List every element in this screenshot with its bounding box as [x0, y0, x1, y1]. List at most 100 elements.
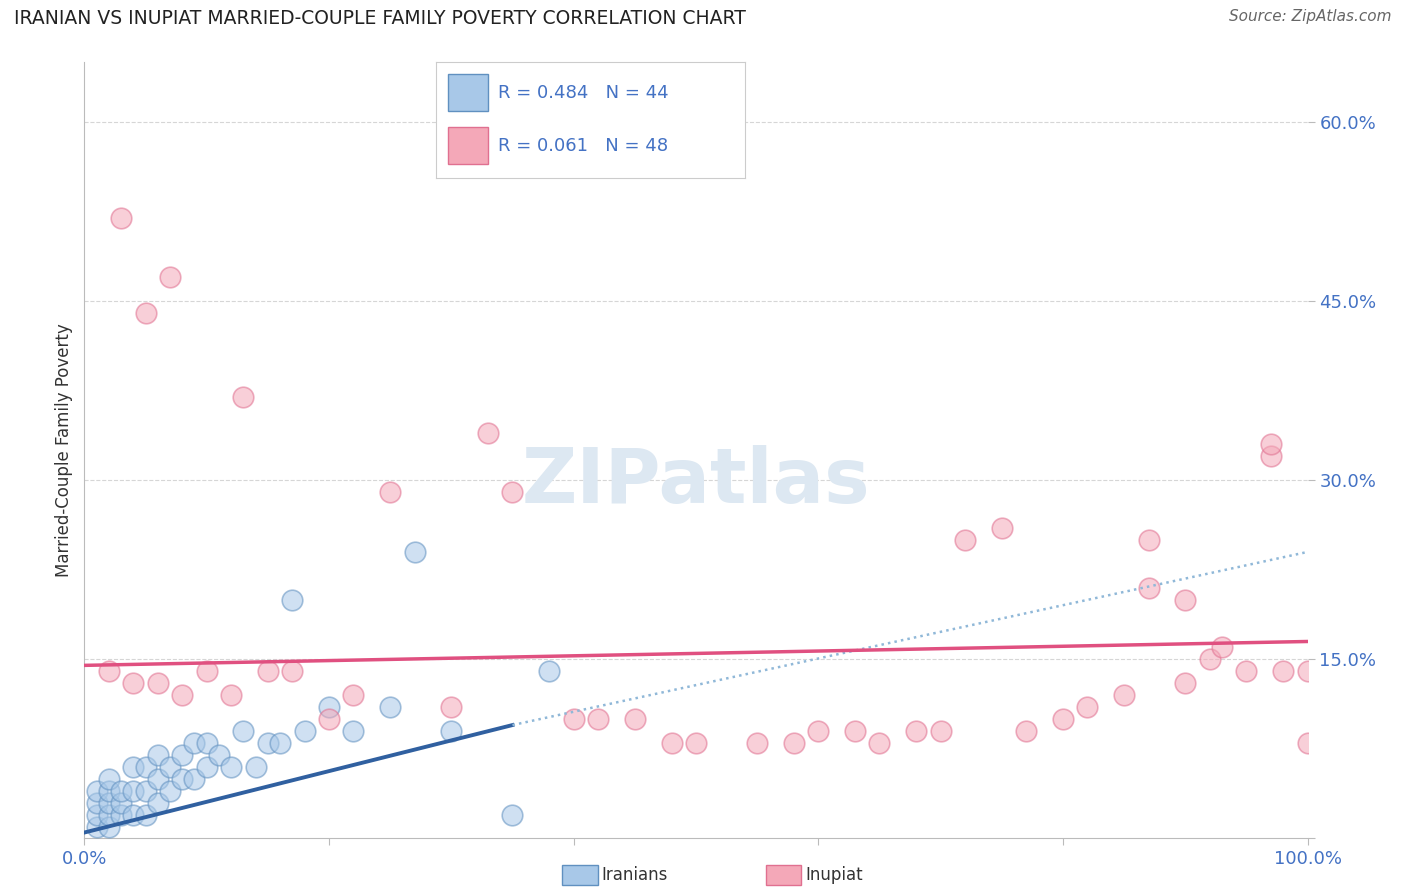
- Point: [991, 521, 1014, 535]
- Point: [294, 724, 316, 739]
- Point: [172, 688, 194, 702]
- Point: [807, 724, 830, 739]
- Point: [1015, 724, 1038, 739]
- FancyBboxPatch shape: [449, 128, 488, 164]
- Point: [86, 807, 108, 822]
- Point: [232, 724, 254, 739]
- Point: [1137, 581, 1160, 595]
- Text: R = 0.484   N = 44: R = 0.484 N = 44: [498, 84, 668, 102]
- Text: IRANIAN VS INUPIAT MARRIED-COUPLE FAMILY POVERTY CORRELATION CHART: IRANIAN VS INUPIAT MARRIED-COUPLE FAMILY…: [14, 9, 747, 28]
- Point: [97, 665, 120, 679]
- Point: [477, 425, 499, 440]
- Y-axis label: Married-Couple Family Poverty: Married-Couple Family Poverty: [55, 324, 73, 577]
- Point: [86, 820, 108, 834]
- FancyBboxPatch shape: [449, 74, 488, 112]
- Point: [232, 390, 254, 404]
- Point: [122, 807, 145, 822]
- Text: Source: ZipAtlas.com: Source: ZipAtlas.com: [1229, 9, 1392, 24]
- Point: [195, 760, 218, 774]
- Point: [86, 796, 108, 810]
- Point: [110, 807, 132, 822]
- Point: [747, 736, 769, 750]
- Text: ZIPatlas: ZIPatlas: [522, 444, 870, 518]
- Point: [195, 665, 218, 679]
- Point: [844, 724, 866, 739]
- Point: [1211, 640, 1233, 655]
- Point: [538, 665, 561, 679]
- Point: [380, 485, 402, 500]
- Text: R = 0.061   N = 48: R = 0.061 N = 48: [498, 137, 668, 155]
- Point: [783, 736, 806, 750]
- Point: [586, 712, 609, 726]
- Point: [318, 700, 340, 714]
- Point: [1260, 437, 1282, 451]
- Point: [159, 760, 181, 774]
- Text: Inupiat: Inupiat: [806, 866, 863, 884]
- Point: [281, 592, 304, 607]
- Point: [219, 760, 242, 774]
- Point: [404, 545, 426, 559]
- Point: [86, 783, 108, 797]
- Point: [685, 736, 707, 750]
- Point: [342, 688, 364, 702]
- Point: [1236, 665, 1258, 679]
- Point: [122, 783, 145, 797]
- Point: [502, 807, 524, 822]
- Point: [661, 736, 683, 750]
- Point: [110, 796, 132, 810]
- Point: [953, 533, 976, 547]
- Point: [135, 306, 157, 320]
- Point: [1174, 676, 1197, 690]
- Point: [562, 712, 585, 726]
- Point: [122, 760, 145, 774]
- Point: [1296, 736, 1319, 750]
- Point: [1174, 592, 1197, 607]
- Point: [97, 820, 120, 834]
- Point: [869, 736, 891, 750]
- Point: [1296, 665, 1319, 679]
- Point: [135, 783, 157, 797]
- Point: [172, 747, 194, 762]
- Point: [440, 700, 463, 714]
- Point: [135, 807, 157, 822]
- Point: [122, 676, 145, 690]
- Point: [97, 796, 120, 810]
- Point: [97, 783, 120, 797]
- Point: [135, 760, 157, 774]
- Point: [172, 772, 194, 786]
- Point: [245, 760, 267, 774]
- Point: [195, 736, 218, 750]
- Point: [440, 724, 463, 739]
- Point: [110, 783, 132, 797]
- Point: [905, 724, 928, 739]
- Point: [146, 796, 169, 810]
- Point: [183, 772, 205, 786]
- Point: [110, 211, 132, 225]
- Point: [281, 665, 304, 679]
- Point: [624, 712, 647, 726]
- Point: [342, 724, 364, 739]
- Point: [1052, 712, 1074, 726]
- Point: [97, 807, 120, 822]
- Point: [502, 485, 524, 500]
- Point: [1260, 450, 1282, 464]
- Point: [159, 270, 181, 285]
- Point: [1076, 700, 1098, 714]
- Point: [183, 736, 205, 750]
- Point: [929, 724, 952, 739]
- Point: [208, 747, 231, 762]
- Point: [146, 676, 169, 690]
- Point: [146, 772, 169, 786]
- Point: [146, 747, 169, 762]
- Point: [257, 665, 280, 679]
- Point: [1137, 533, 1160, 547]
- Point: [1198, 652, 1220, 666]
- Point: [380, 700, 402, 714]
- Point: [269, 736, 291, 750]
- Point: [1114, 688, 1136, 702]
- Point: [219, 688, 242, 702]
- Text: Iranians: Iranians: [602, 866, 668, 884]
- Point: [1272, 665, 1295, 679]
- Point: [318, 712, 340, 726]
- Point: [97, 772, 120, 786]
